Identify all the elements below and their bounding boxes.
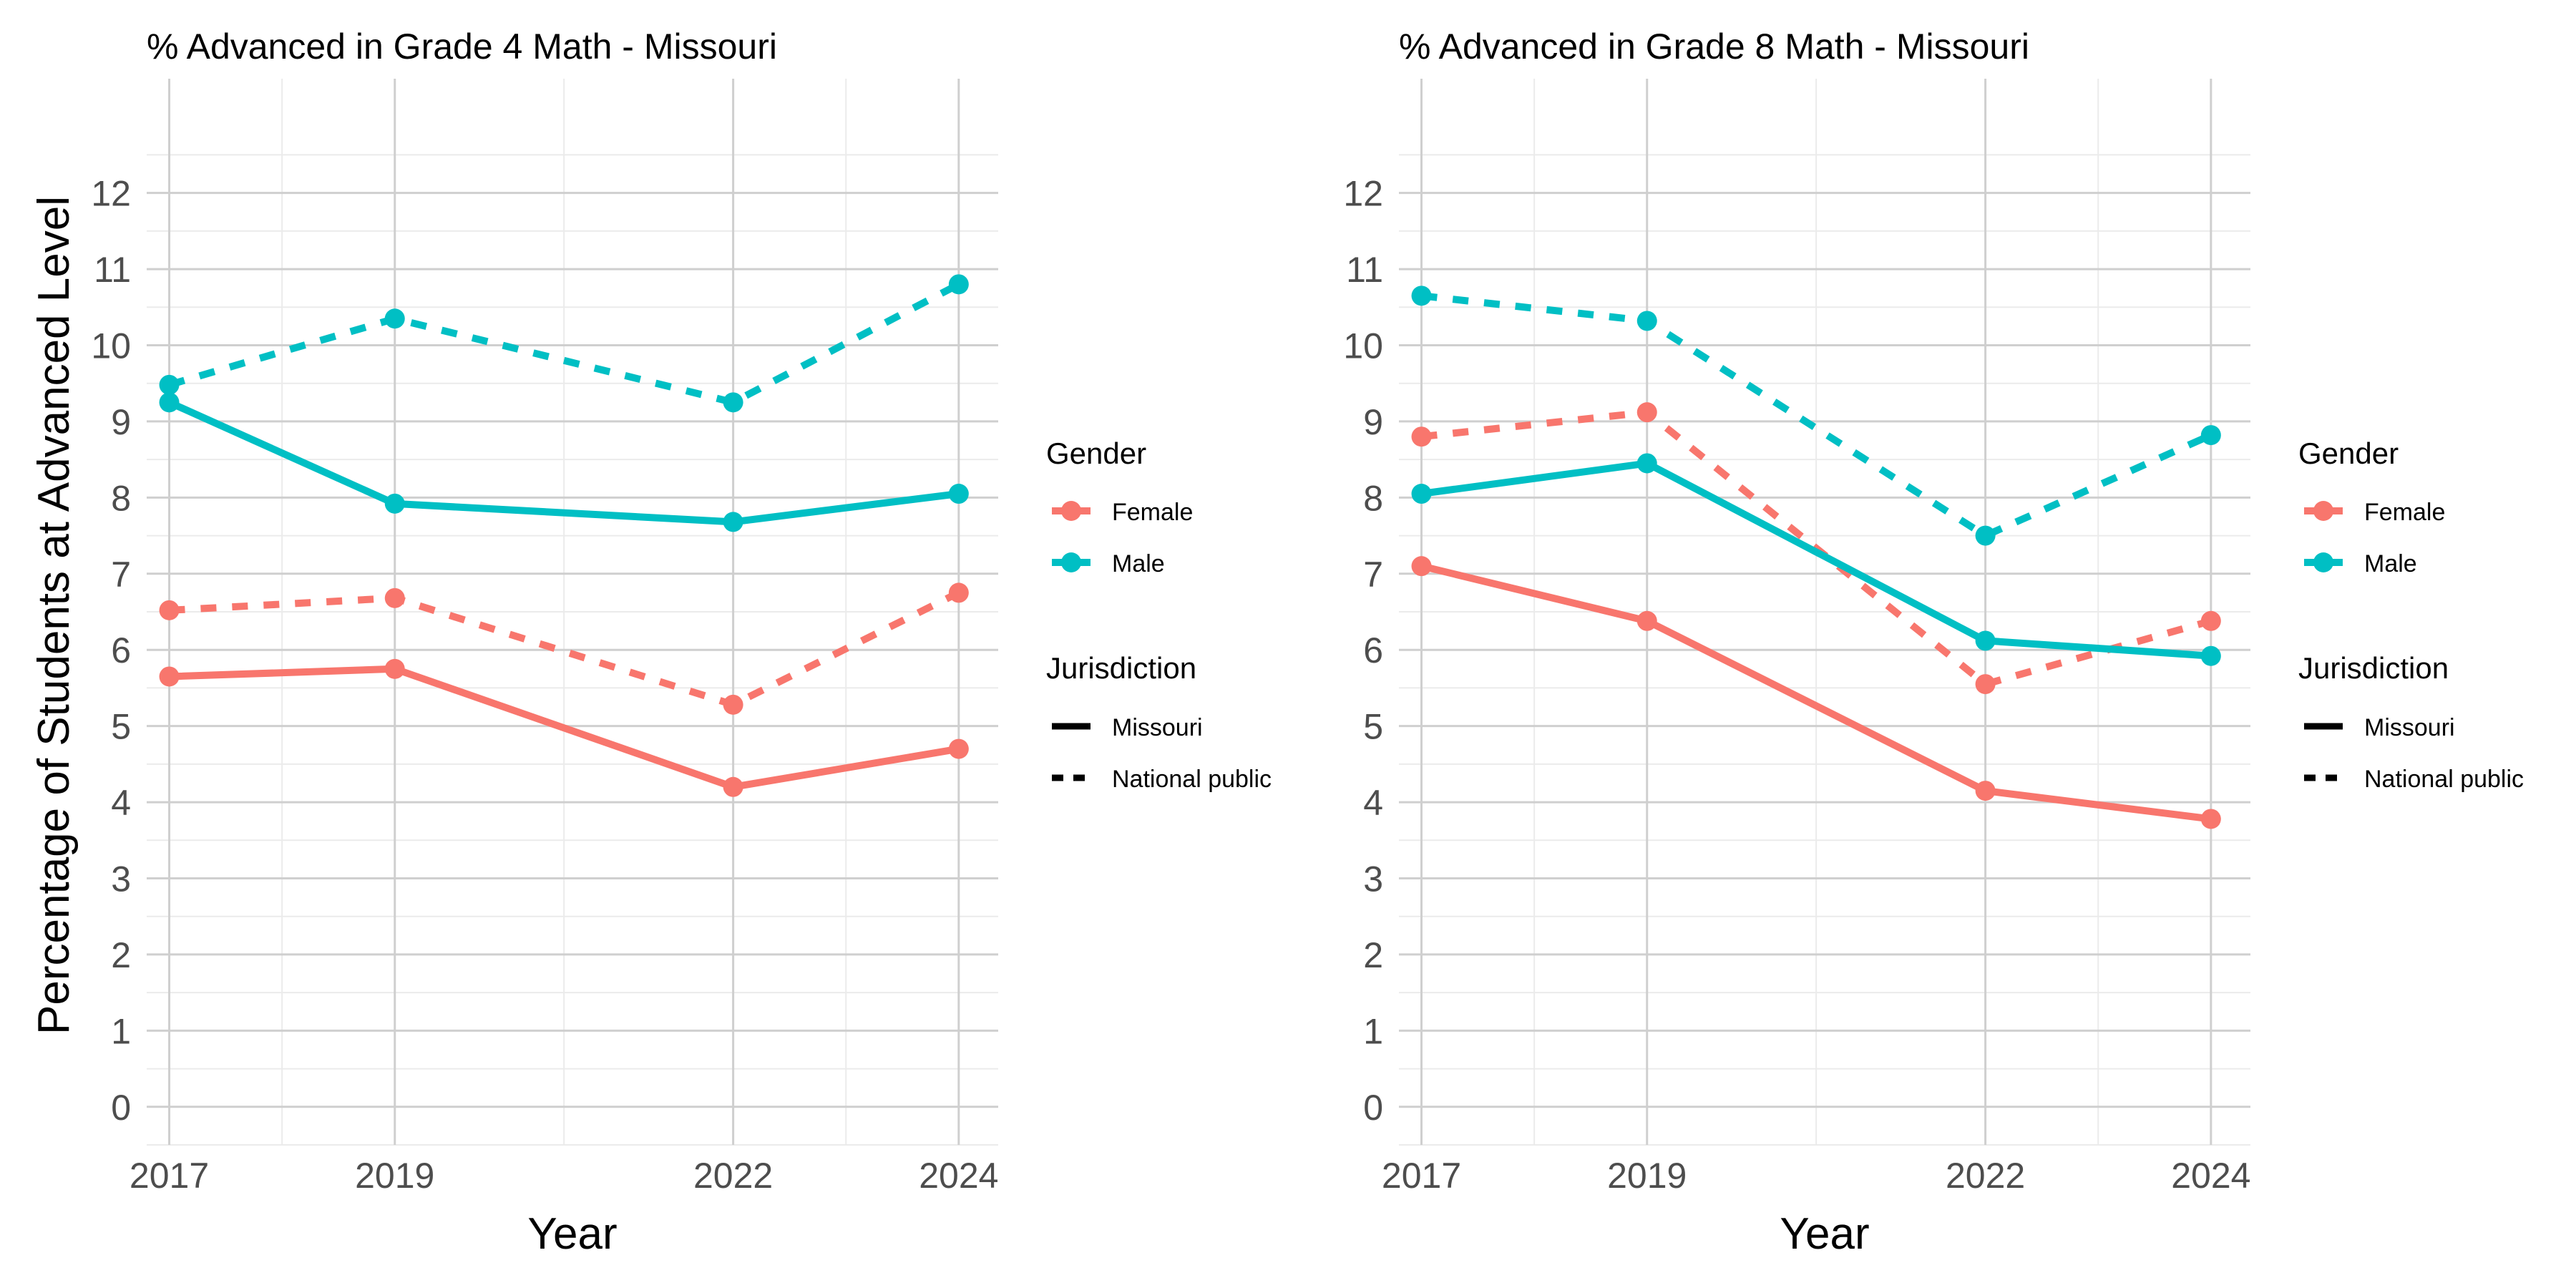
x-tick-label: 2024 — [919, 1156, 998, 1196]
legend-title-jurisdiction: Jurisdiction — [1046, 651, 1196, 685]
y-tick-label: 4 — [1363, 783, 1383, 823]
legend-label-national-public: National public — [1112, 766, 1272, 793]
data-point-female — [948, 582, 969, 603]
legend-key-point — [1061, 552, 1081, 572]
series-line-female-missouri — [1420, 562, 2212, 823]
data-point-female — [1411, 556, 1432, 577]
y-tick-label: 3 — [1363, 859, 1383, 899]
data-point-male — [1975, 525, 1996, 546]
y-tick-label: 2 — [111, 935, 131, 975]
legend-title-jurisdiction: Jurisdiction — [2298, 651, 2449, 685]
legend-key-point — [1061, 501, 1081, 521]
y-tick-label: 9 — [1363, 402, 1383, 442]
data-point-male — [2200, 425, 2221, 446]
x-axis-label: Year — [527, 1209, 617, 1259]
y-tick-label: 11 — [94, 250, 131, 290]
x-tick-label: 2019 — [355, 1156, 434, 1196]
y-tick-label: 4 — [111, 783, 131, 823]
data-point-male — [1975, 630, 1996, 651]
legend-title-gender: Gender — [2298, 436, 2399, 470]
data-point-female — [384, 658, 405, 679]
data-point-female — [1411, 426, 1432, 447]
shared-y-axis-label: Percentage of Students at Advanced Level — [29, 196, 79, 1035]
data-point-female — [948, 738, 969, 759]
series-line-female-national-public — [169, 589, 961, 708]
y-tick-label: 9 — [111, 402, 131, 442]
y-tick-label: 10 — [91, 326, 131, 366]
y-tick-label: 1 — [111, 1011, 131, 1051]
data-point-male — [384, 493, 405, 514]
legend-label-missouri: Missouri — [2364, 714, 2455, 741]
x-tick-label: 2017 — [1382, 1156, 1461, 1196]
data-point-female — [2200, 809, 2221, 829]
y-tick-label: 12 — [1343, 174, 1383, 214]
data-point-female — [1636, 610, 1657, 631]
y-tick-label: 0 — [111, 1088, 131, 1128]
data-point-male — [948, 484, 969, 504]
legend: Gender Female Male Jurisdiction Missouri Nati… — [2298, 436, 2524, 793]
y-tick-label: 7 — [111, 555, 131, 595]
y-tick-label: 5 — [111, 707, 131, 747]
data-point-female — [723, 694, 743, 715]
data-point-female — [384, 587, 405, 608]
data-point-female — [159, 600, 180, 620]
data-point-female — [2200, 610, 2221, 631]
data-point-male — [723, 392, 743, 413]
x-tick-label: 2017 — [130, 1156, 209, 1196]
y-tick-label: 0 — [1363, 1088, 1383, 1128]
data-point-female — [1975, 674, 1996, 695]
y-tick-label: 12 — [91, 174, 131, 214]
chart-title: % Advanced in Grade 4 Math - Missouri — [147, 26, 777, 67]
data-point-male — [2200, 645, 2221, 666]
data-point-female — [1636, 402, 1657, 423]
y-tick-label: 11 — [1346, 250, 1383, 290]
data-point-male — [948, 274, 969, 295]
series-line-female-missouri — [169, 665, 960, 791]
legend-label-female: Female — [2364, 499, 2445, 526]
data-point-male — [723, 512, 743, 532]
data-point-male — [384, 308, 405, 329]
legend-label-national-public: National public — [2364, 766, 2524, 793]
y-tick-label: 8 — [1363, 478, 1383, 518]
data-point-male — [159, 392, 180, 413]
legend-label-missouri: Missouri — [1112, 714, 1203, 741]
data-point-male — [159, 374, 180, 395]
y-tick-label: 6 — [111, 630, 131, 670]
data-point-female — [723, 776, 743, 797]
data-point-male — [1411, 286, 1432, 306]
data-point-male — [1636, 311, 1657, 331]
y-tick-label: 10 — [1343, 326, 1383, 366]
legend-label-female: Female — [1112, 499, 1193, 526]
legend: Gender Female Male Jurisdiction Missouri Nati… — [1046, 436, 1272, 793]
x-tick-label: 2024 — [2171, 1156, 2250, 1196]
legend-label-male: Male — [2364, 550, 2417, 577]
series-line-male-missouri — [1420, 459, 2212, 660]
y-tick-label: 3 — [111, 859, 131, 899]
chart-title: % Advanced in Grade 8 Math - Missouri — [1399, 26, 2029, 67]
data-point-female — [159, 666, 180, 687]
legend-title-gender: Gender — [1046, 436, 1146, 470]
x-tick-label: 2019 — [1607, 1156, 1687, 1196]
data-point-male — [1411, 484, 1432, 504]
data-point-male — [1636, 453, 1657, 474]
series-line-male-missouri — [167, 399, 960, 526]
y-tick-label: 2 — [1363, 935, 1383, 975]
x-tick-label: 2022 — [1946, 1156, 2025, 1196]
data-point-female — [1975, 781, 1996, 801]
legend-label-male: Male — [1112, 550, 1165, 577]
legend-key-point — [2313, 501, 2333, 521]
y-tick-label: 7 — [1363, 555, 1383, 595]
y-tick-label: 6 — [1363, 630, 1383, 670]
series-line-male-national-public — [168, 280, 961, 406]
x-tick-label: 2022 — [693, 1156, 773, 1196]
x-axis-label: Year — [1780, 1209, 1869, 1259]
legend-key-point — [2313, 552, 2333, 572]
y-tick-label: 8 — [111, 478, 131, 518]
y-tick-label: 5 — [1363, 707, 1383, 747]
y-tick-label: 1 — [1363, 1011, 1383, 1051]
